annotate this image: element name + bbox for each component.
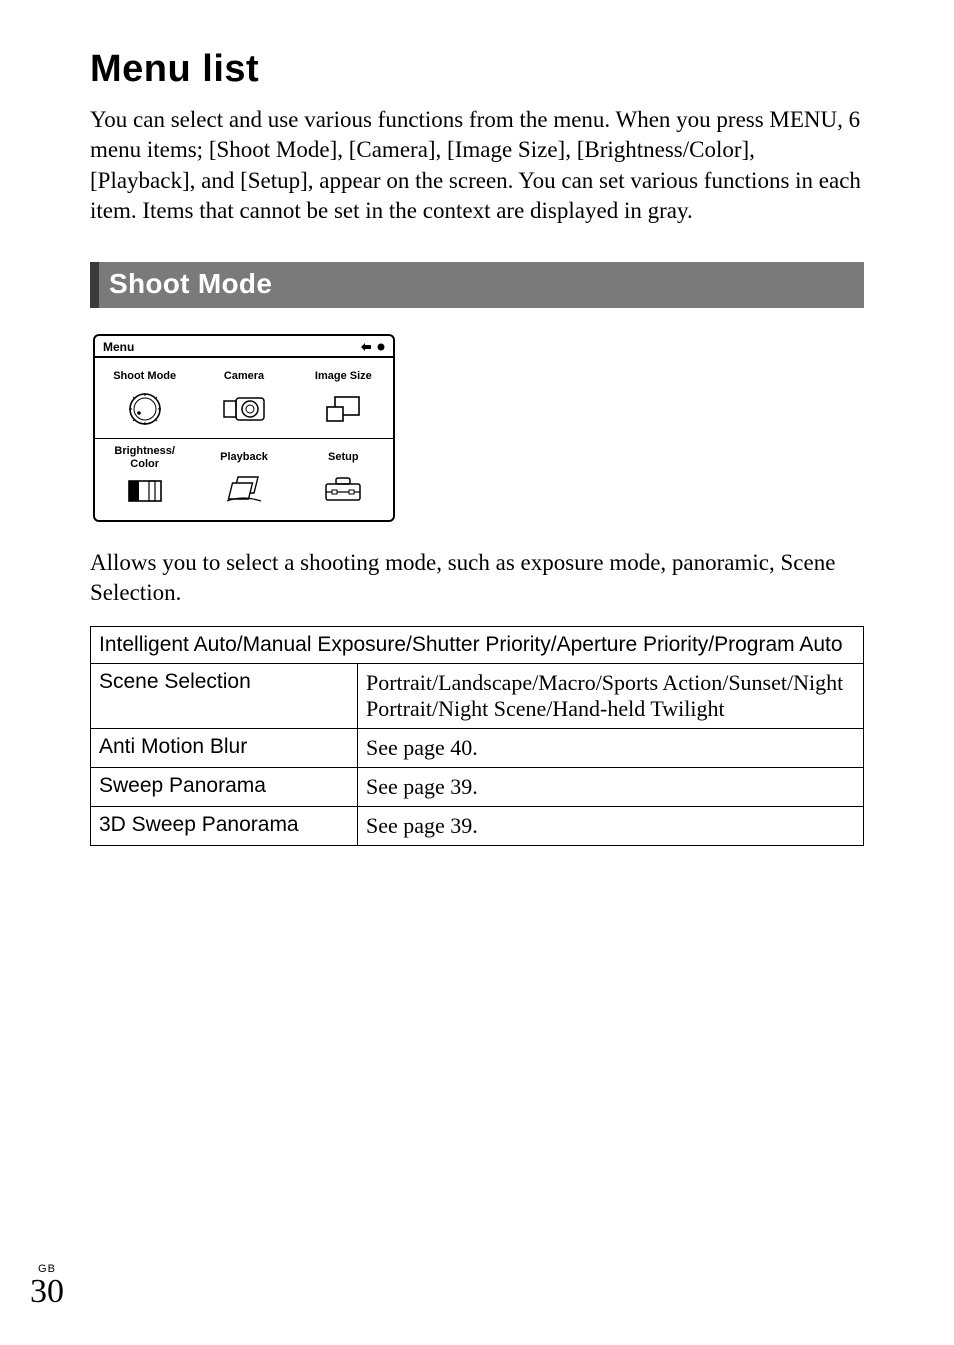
section-body-text: Allows you to select a shooting mode, su… bbox=[90, 548, 864, 609]
table-row-value: See page 39. bbox=[358, 807, 864, 846]
table-row: Sweep Panorama See page 39. bbox=[91, 768, 864, 807]
toolbox-icon bbox=[322, 476, 364, 504]
table-row-label: Scene Selection bbox=[91, 664, 358, 729]
record-dot-icon bbox=[377, 343, 385, 351]
menu-cell-label: Image Size bbox=[296, 364, 391, 388]
menu-diagram: Menu Shoot Mode bbox=[93, 334, 395, 521]
menu-cell-image-size: Image Size bbox=[294, 358, 393, 438]
menu-cell-label: Setup bbox=[296, 445, 391, 469]
table-row-label: 3D Sweep Panorama bbox=[91, 807, 358, 846]
menu-cell-brightness-color: Brightness/ Color bbox=[95, 438, 194, 519]
mode-dial-icon bbox=[126, 390, 164, 428]
brightness-icon bbox=[125, 477, 165, 505]
table-row-value: Portrait/Landscape/Macro/Sports Action/S… bbox=[358, 664, 864, 729]
table-row: 3D Sweep Panorama See page 39. bbox=[91, 807, 864, 846]
menu-cell-setup: Setup bbox=[294, 438, 393, 519]
table-row-value: See page 40. bbox=[358, 729, 864, 768]
menu-cell-label: Shoot Mode bbox=[97, 364, 192, 388]
playback-icon bbox=[223, 473, 265, 507]
page-footer: GB 30 bbox=[30, 1263, 64, 1309]
menu-cell-label: Camera bbox=[196, 364, 291, 388]
footer-page-number: 30 bbox=[30, 1275, 64, 1309]
camera-icon bbox=[222, 395, 266, 423]
section-heading-shoot-mode: Shoot Mode bbox=[90, 262, 864, 308]
page: Menu list You can select and use various… bbox=[0, 0, 954, 1345]
page-title: Menu list bbox=[90, 48, 864, 91]
menu-diagram-header-icons bbox=[359, 342, 385, 352]
menu-cell-shoot-mode: Shoot Mode bbox=[95, 358, 194, 438]
table-row-value: See page 39. bbox=[358, 768, 864, 807]
menu-diagram-title: Menu bbox=[103, 340, 134, 354]
menu-cell-camera: Camera bbox=[194, 358, 293, 438]
intro-text: You can select and use various functions… bbox=[90, 105, 864, 226]
menu-cell-label: Brightness/ Color bbox=[97, 445, 192, 469]
image-size-icon bbox=[323, 393, 363, 425]
table-row-label: Anti Motion Blur bbox=[91, 729, 358, 768]
back-arrow-icon bbox=[359, 342, 373, 352]
menu-cell-label: Playback bbox=[196, 445, 291, 469]
menu-diagram-header-row: Menu bbox=[95, 336, 393, 358]
menu-diagram-grid: Shoot Mode bbox=[95, 358, 393, 519]
table-full-row: Intelligent Auto/Manual Exposure/Shutter… bbox=[91, 627, 864, 664]
table-row: Anti Motion Blur See page 40. bbox=[91, 729, 864, 768]
table-row: Scene Selection Portrait/Landscape/Macro… bbox=[91, 664, 864, 729]
shoot-mode-table: Intelligent Auto/Manual Exposure/Shutter… bbox=[90, 626, 864, 846]
menu-cell-playback: Playback bbox=[194, 438, 293, 519]
table-row: Intelligent Auto/Manual Exposure/Shutter… bbox=[91, 627, 864, 664]
table-row-label: Sweep Panorama bbox=[91, 768, 358, 807]
